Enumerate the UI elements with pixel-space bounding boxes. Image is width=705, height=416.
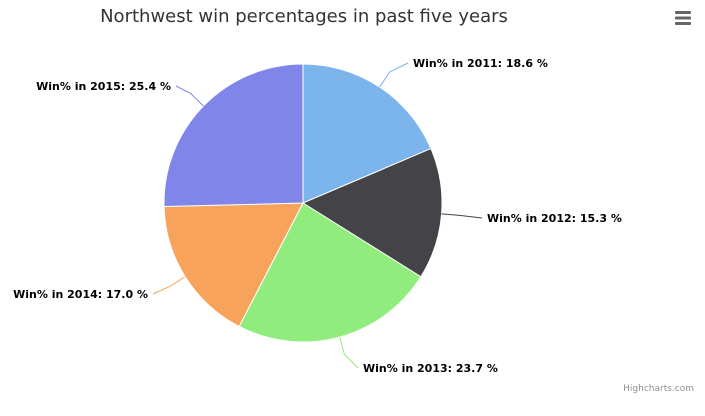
label-connectors [152, 62, 483, 369]
chart-title: Northwest win percentages in past five y… [100, 6, 508, 27]
pie-slice[interactable] [238, 202, 422, 343]
menu-bar-middle [675, 16, 691, 20]
label-connector [175, 85, 204, 107]
credits-link[interactable]: Highcharts.com [623, 384, 694, 394]
data-label: Win% in 2014: 17.0 % [13, 288, 148, 301]
label-connector [339, 336, 359, 369]
data-labels: Win% in 2011: 18.6 % Win% in 2012: 15.3 %… [13, 57, 622, 375]
pie-slice[interactable] [163, 63, 304, 208]
pie-slice[interactable] [302, 63, 432, 204]
label-connector [152, 276, 186, 295]
menu-bar-bottom [675, 22, 691, 25]
pie-slice[interactable] [301, 147, 443, 278]
data-label: Win% in 2015: 25.4 % [36, 80, 171, 93]
label-connector [379, 62, 409, 88]
data-label: Win% in 2011: 18.6 % [413, 57, 548, 70]
label-connector [441, 213, 483, 219]
pie-slices [163, 63, 443, 343]
menu-bar-top [675, 11, 691, 14]
data-label: Win% in 2013: 23.7 % [363, 362, 498, 375]
hamburger-menu-icon[interactable] [670, 6, 696, 30]
data-label: Win% in 2012: 15.3 % [487, 212, 622, 225]
